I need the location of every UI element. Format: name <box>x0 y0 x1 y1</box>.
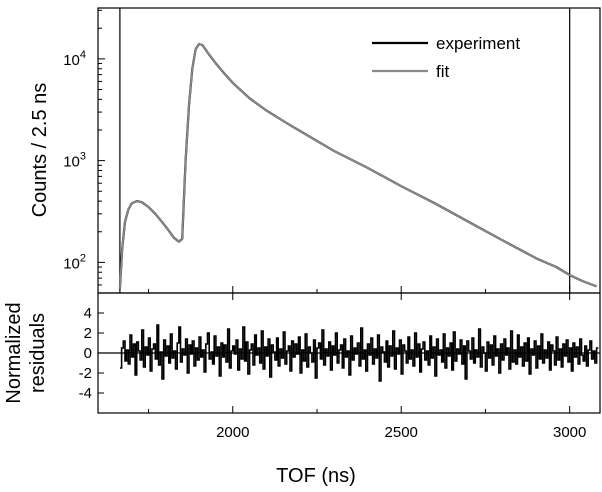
top-y-tick-label: 103 <box>63 151 86 171</box>
legend: experiment fit <box>372 34 520 81</box>
top-y-tick-label: 102 <box>63 252 86 272</box>
top-series-group <box>118 42 597 289</box>
residual-step-line <box>119 324 599 382</box>
top-y-tick-label: 104 <box>63 49 86 69</box>
x-tick-labels: 2000 2500 3000 <box>216 424 586 441</box>
x-tick-label: 2500 <box>385 424 418 441</box>
bottom-plot-frame <box>97 292 601 414</box>
x-axis-title: TOF (ns) <box>276 465 356 487</box>
bottom-y-tick-label: -2 <box>79 365 92 382</box>
x-tick-label: 3000 <box>553 424 586 441</box>
top-panel: 102 103 104 experiment fit Counts / 2.5 ns <box>29 7 601 294</box>
bottom-y-tick-label: 0 <box>84 345 92 362</box>
bottom-y-tick-label: -4 <box>79 385 92 402</box>
x-tick-label: 2000 <box>216 424 249 441</box>
top-y-axis-title: Counts / 2.5 ns <box>29 83 51 218</box>
bottom-panel: 4 2 0 -2 -4 2000 2500 3000 Normalized residual… <box>3 292 601 487</box>
series-line-fit <box>119 43 597 289</box>
top-axis-ticks <box>98 9 571 294</box>
top-y-tick-labels: 102 103 104 <box>63 49 86 272</box>
bottom-y-tick-label: 4 <box>84 305 92 322</box>
bottom-y-axis-title-line-2: residuals <box>27 313 49 393</box>
legend-label-experiment: experiment <box>436 34 520 53</box>
bottom-y-axis-title-line-1: Normalized <box>3 302 25 403</box>
bottom-y-tick-label: 2 <box>84 325 92 342</box>
residual-series-group <box>119 324 599 382</box>
legend-label-fit: fit <box>436 62 450 81</box>
bottom-y-tick-labels: 4 2 0 -2 -4 <box>79 305 92 402</box>
top-vertical-markers <box>119 8 571 293</box>
